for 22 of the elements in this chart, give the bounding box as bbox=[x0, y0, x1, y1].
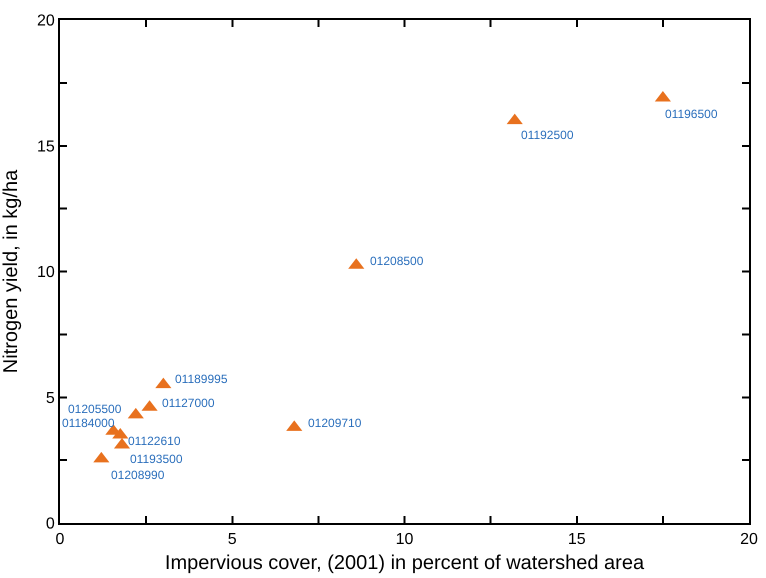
annotation: 01208500 bbox=[370, 254, 424, 268]
y-tick-label: 5 bbox=[46, 390, 55, 407]
annotation: 01192500 bbox=[521, 128, 574, 142]
x-tick-label: 20 bbox=[740, 531, 758, 548]
x-tick-label: 15 bbox=[568, 531, 586, 548]
annotation: 01209710 bbox=[308, 416, 362, 430]
x-tick-label: 10 bbox=[396, 531, 414, 548]
annotation: 01208990 bbox=[111, 468, 165, 482]
y-tick-label: 20 bbox=[37, 12, 55, 30]
annotation: 01193500 bbox=[130, 452, 183, 466]
y-axis-title: Nitrogen yield, in kg/ha bbox=[0, 168, 22, 374]
annotation: 01205500 bbox=[68, 402, 122, 416]
annotation: 01196500 bbox=[665, 107, 718, 121]
y-tick-label: 0 bbox=[46, 516, 55, 533]
annotation: 01122610 bbox=[128, 434, 181, 448]
x-tick-label: 5 bbox=[228, 531, 237, 548]
annotation: 01189995 bbox=[175, 372, 228, 386]
y-tick-label: 15 bbox=[37, 138, 55, 156]
annotation: 01127000 bbox=[162, 396, 215, 410]
y-tick-label: 10 bbox=[37, 264, 55, 282]
annotation: 01184000 bbox=[62, 416, 115, 430]
x-axis-title: Impervious cover, (2001) in percent of watershed area bbox=[164, 552, 645, 574]
